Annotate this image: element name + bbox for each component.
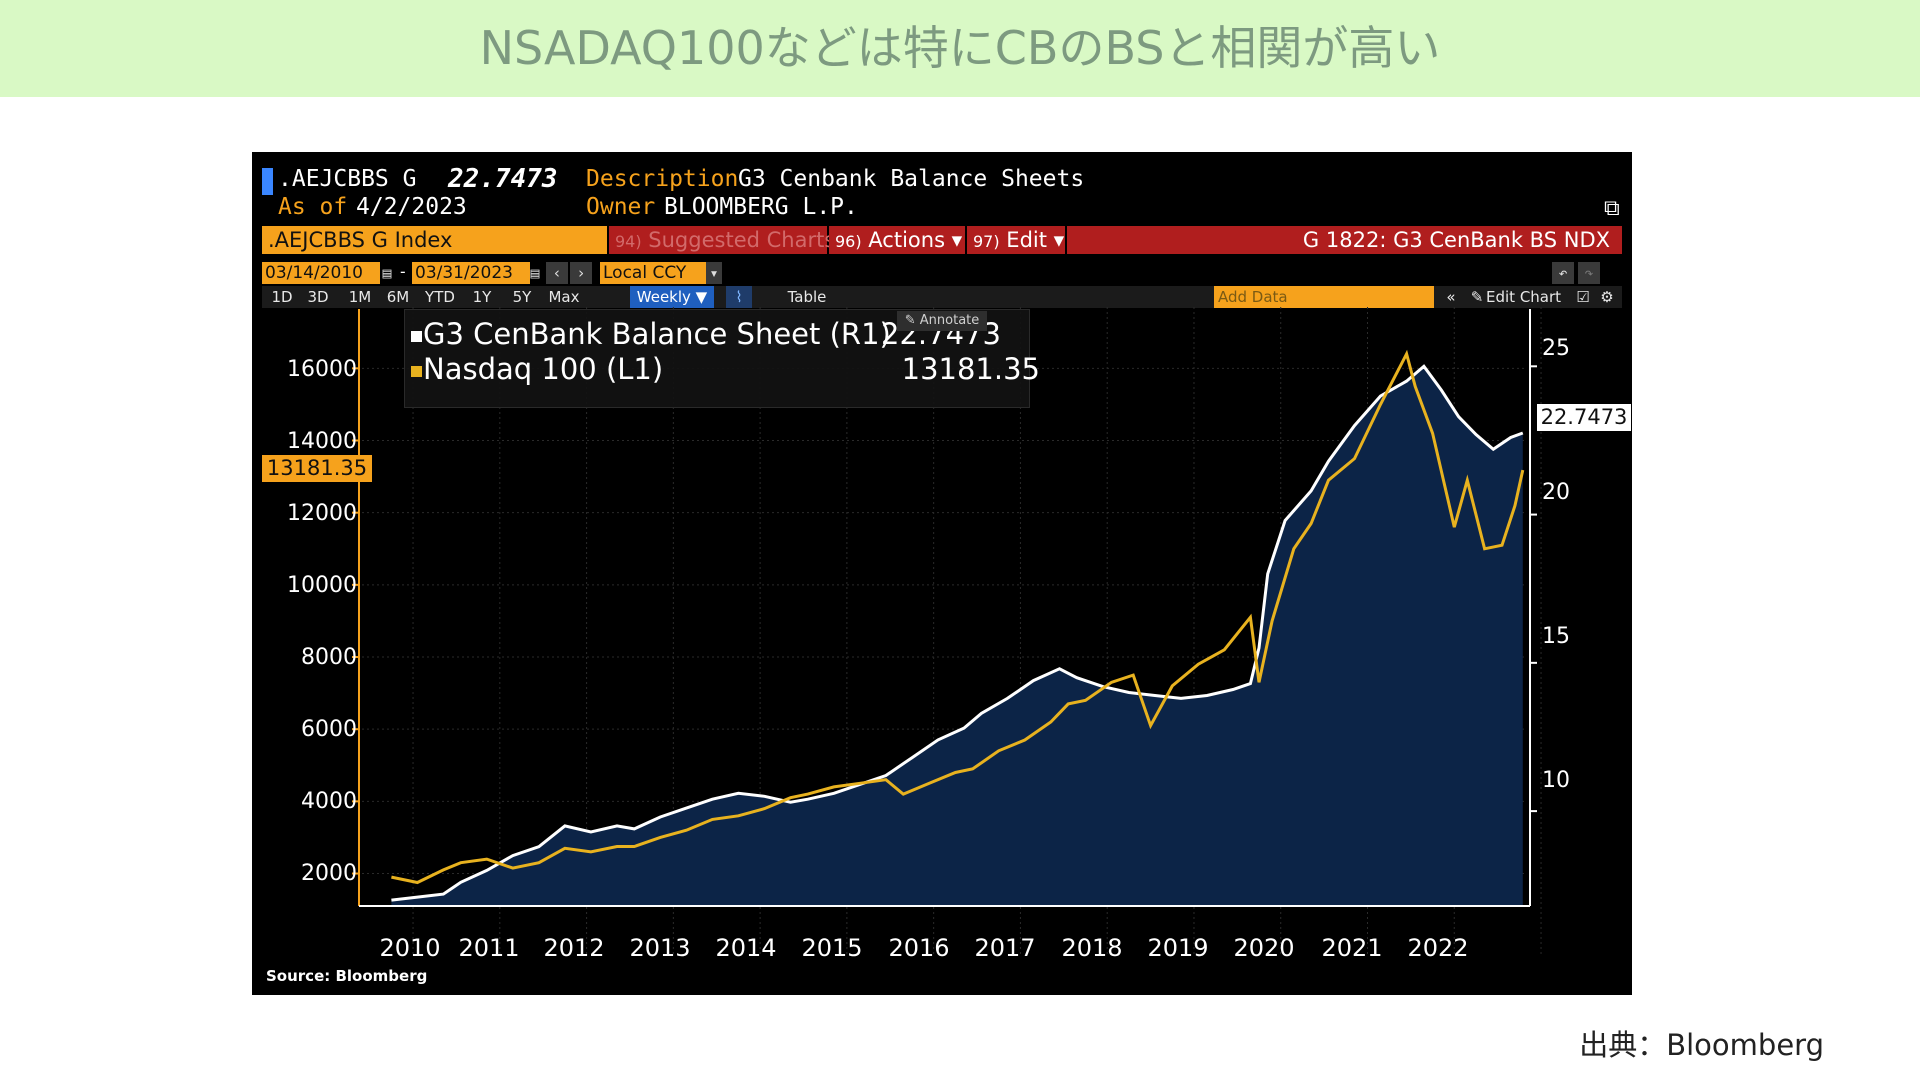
y-left-tick: 12000 — [287, 501, 357, 526]
y-left-tick: 16000 — [287, 357, 357, 382]
calendar-icon[interactable]: ▤ — [530, 264, 540, 282]
next-period-icon[interactable]: › — [570, 262, 592, 284]
undo-icon[interactable]: ↶ — [1552, 262, 1574, 284]
y-left-tick: 6000 — [301, 717, 357, 742]
period-1y[interactable]: 1Y — [472, 288, 492, 306]
menu-label: Actions ▾ — [868, 228, 963, 252]
y-right-tick: 10 — [1542, 768, 1570, 793]
checkbox-icon[interactable]: ☑ — [1576, 288, 1590, 306]
y-left-tick: 4000 — [301, 789, 357, 814]
x-tick: 2022 — [1407, 934, 1469, 962]
chart-plot — [352, 307, 1542, 956]
balance-sheet-area — [391, 366, 1523, 906]
y-right-tick: 20 — [1542, 480, 1570, 505]
popout-icon[interactable]: ⧉ — [1604, 196, 1620, 221]
period-5y[interactable]: 5Y — [512, 288, 532, 306]
ticker: .AEJCBBS G — [278, 166, 417, 192]
x-tick: 2019 — [1147, 934, 1209, 962]
last-value: 22.7473 — [448, 164, 558, 194]
y-left-tick: 14000 — [287, 429, 357, 454]
x-tick: 2015 — [801, 934, 863, 962]
x-tick: 2010 — [379, 934, 441, 962]
period-ytd[interactable]: YTD — [425, 288, 455, 306]
title-banner — [0, 0, 1920, 97]
x-tick: 2016 — [888, 934, 950, 962]
page-title: NSADAQ100などは特にCBのBSと相関が高い — [479, 21, 1441, 75]
legend-series-name: G3 CenBank Balance Sheet (R1) — [423, 317, 891, 351]
menu-actions[interactable]: 96) Actions ▾ — [829, 226, 965, 254]
x-tick: 2014 — [715, 934, 777, 962]
date-separator: - — [398, 262, 408, 281]
menu-num: 96) — [835, 232, 862, 251]
calendar-icon[interactable]: ▤ — [382, 264, 392, 282]
legend-swatch — [411, 331, 422, 342]
period-1d[interactable]: 1D — [271, 288, 293, 306]
legend-series-name: Nasdaq 100 (L1) — [423, 352, 664, 386]
chevron-down-icon[interactable]: ▾ — [706, 262, 722, 284]
description-label: Description — [586, 166, 739, 192]
date-range-row: 03/14/2010 ▤ - 03/31/2023 ▤ ‹ › Local CC… — [262, 262, 1622, 284]
chart-name: G 1822: G3 CenBank BS NDX — [1067, 226, 1622, 254]
menu-label: Suggested Charts — [648, 228, 836, 252]
bloomberg-chart-panel: .AEJCBBS G 22.7473 Description G3 Cenban… — [252, 152, 1632, 995]
period-max[interactable]: Max — [548, 288, 580, 306]
terminal-source: Source: Bloomberg — [266, 967, 428, 985]
as-of-label: As of — [278, 194, 348, 220]
ticker-marker — [262, 168, 273, 195]
menu-suggested-charts[interactable]: 94) Suggested Charts — [609, 226, 835, 254]
security-field[interactable]: .AEJCBBS G Index — [262, 226, 607, 254]
add-data-input[interactable]: Add Data — [1214, 286, 1434, 308]
menu-bar: .AEJCBBS G Index 94) Suggested Charts 96… — [262, 226, 1622, 254]
legend-swatch — [411, 366, 422, 377]
period-1m[interactable]: 1M — [348, 288, 372, 306]
balance-sheet-last-tag: 22.7473 — [1537, 404, 1631, 431]
menu-edit[interactable]: 97) Edit ▾ — [967, 226, 1065, 254]
owner: BLOOMBERG L.P. — [664, 194, 858, 220]
currency-select[interactable]: Local CCY — [600, 262, 706, 284]
menu-num: 94) — [615, 232, 642, 251]
period-3d[interactable]: 3D — [307, 288, 329, 306]
x-tick: 2018 — [1061, 934, 1123, 962]
legend-series-value: 13181.35 — [901, 352, 1040, 386]
y-right-tick: 25 — [1542, 336, 1570, 361]
start-date-field[interactable]: 03/14/2010 — [262, 262, 380, 284]
annotate-button[interactable]: ✎ Annotate — [897, 311, 987, 331]
pencil-icon: ✎ — [1470, 288, 1484, 306]
end-date-field[interactable]: 03/31/2023 — [412, 262, 530, 284]
x-tick: 2011 — [458, 934, 520, 962]
gear-icon[interactable]: ⚙ — [1600, 288, 1614, 306]
y-left-tick: 10000 — [287, 573, 357, 598]
y-left-tick: 8000 — [301, 645, 357, 670]
period-toolbar: 1D 3D 1M 6M YTD 1Y 5Y Max Weekly ▼ ⌇ Tab… — [262, 286, 1622, 308]
x-tick: 2021 — [1321, 934, 1383, 962]
as-of-date: 4/2/2023 — [356, 194, 467, 220]
period-6m[interactable]: 6M — [386, 288, 410, 306]
description: G3 Cenbank Balance Sheets — [738, 166, 1085, 192]
owner-label: Owner — [586, 194, 656, 220]
frequency-select[interactable]: Weekly ▼ — [630, 286, 714, 308]
prev-period-icon[interactable]: ‹ — [546, 262, 568, 284]
collapse-icon[interactable]: « — [1446, 288, 1456, 306]
balance-sheet-line — [391, 364, 1524, 902]
annotate-label: Annotate — [919, 313, 980, 328]
x-tick: 2020 — [1233, 934, 1295, 962]
line-chart-icon[interactable]: ⌇ — [726, 286, 752, 308]
y-right-tick: 15 — [1542, 624, 1570, 649]
x-tick: 2013 — [629, 934, 691, 962]
edit-chart-button[interactable]: Edit Chart — [1486, 288, 1562, 306]
menu-num: 97) — [973, 232, 1000, 251]
source-note: 出典：Bloomberg — [1579, 1028, 1824, 1062]
legend: G3 CenBank Balance Sheet (R1) 22.7473 Na… — [404, 309, 1040, 408]
nasdaq-line — [391, 349, 1525, 885]
pencil-icon: ✎ — [904, 313, 916, 328]
menu-label: Edit ▾ — [1006, 228, 1065, 252]
axes — [352, 309, 1537, 907]
x-tick: 2017 — [974, 934, 1036, 962]
table-button[interactable]: Table — [787, 288, 827, 306]
nasdaq-last-tag: 13181.35 — [262, 455, 372, 482]
redo-icon[interactable]: ↷ — [1578, 262, 1600, 284]
x-tick: 2012 — [543, 934, 605, 962]
y-left-tick: 2000 — [301, 861, 357, 886]
